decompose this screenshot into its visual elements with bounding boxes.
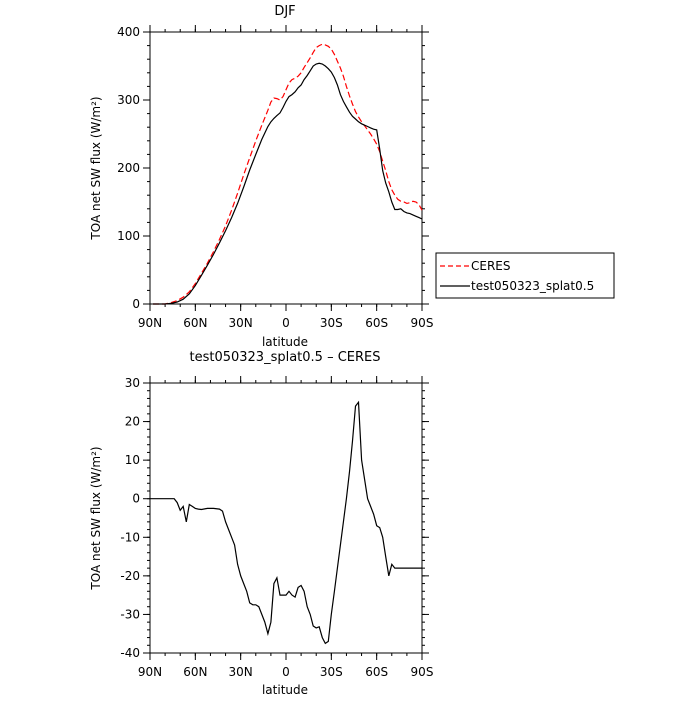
bottom-chart-title: test050323_splat0.5 – CERES	[189, 350, 380, 365]
top-y-tick-label: 100	[117, 229, 140, 243]
top-series-line-1	[153, 43, 423, 305]
bottom-y-tick-label: -40	[120, 646, 140, 660]
top-plot-frame	[149, 31, 423, 305]
top-series-group	[153, 43, 423, 305]
top-x-tick-label: 60S	[365, 316, 388, 330]
top-y-tick-label: 200	[117, 161, 140, 175]
bottom-y-tick-label: -20	[120, 569, 140, 583]
top-chart-title: DJF	[274, 4, 295, 19]
bottom-y-tick-label: -30	[120, 607, 140, 621]
top-y-tick-label: 300	[117, 93, 140, 107]
bottom-series-line-1	[150, 400, 422, 645]
bottom-x-tick-label: 90S	[411, 665, 434, 679]
legend-label-ceres: CERES	[471, 259, 511, 273]
bottom-x-tick-label: 0	[282, 665, 290, 679]
top-y-axis-label: TOA net SW flux (W/m²)	[89, 96, 103, 240]
top-panel: DJF 90N 60N 30N 0 30S 60S 90S 0 100 200 300 400 lat…	[89, 4, 433, 349]
bottom-x-tick-label: 30N	[229, 665, 253, 679]
top-tick-group: 90N 60N 30N 0 30S 60S 90S 0 100 200 300 400	[117, 25, 433, 330]
bottom-x-tick-label: 60S	[365, 665, 388, 679]
bottom-x-axis-label: latitude	[262, 683, 308, 697]
top-y-tick-label: 400	[117, 25, 140, 39]
top-series-line-2	[153, 62, 423, 305]
legend: CERES test050323_splat0.5	[435, 252, 615, 299]
bottom-tick-group: 90N 60N 30N 0 30S 60S 90S -40 -30 -20 -10 0 10 20 30	[120, 376, 433, 679]
bottom-x-tick-label: 30S	[320, 665, 343, 679]
bottom-x-tick-label: 60N	[183, 665, 207, 679]
bottom-y-tick-label: 30	[125, 376, 140, 390]
top-x-tick-label: 30N	[229, 316, 253, 330]
top-x-axis-label: latitude	[262, 335, 308, 349]
top-y-tick-label: 0	[132, 297, 140, 311]
bottom-series-group	[150, 400, 422, 645]
top-x-tick-label: 60N	[183, 316, 207, 330]
legend-label-test: test050323_splat0.5	[471, 279, 594, 293]
bottom-plot-frame	[149, 382, 423, 654]
top-x-tick-label: 0	[282, 316, 290, 330]
top-x-tick-label: 90N	[138, 316, 162, 330]
bottom-y-tick-label: -10	[120, 530, 140, 544]
bottom-panel: test050323_splat0.5 – CERES 90N 60N 30N 0 30…	[89, 350, 433, 697]
bottom-y-axis-label: TOA net SW flux (W/m²)	[89, 446, 103, 590]
top-x-tick-label: 90S	[411, 316, 434, 330]
bottom-x-tick-label: 90N	[138, 665, 162, 679]
legend-box	[435, 252, 615, 299]
bottom-y-tick-label: 20	[125, 415, 140, 429]
bottom-y-tick-label: 0	[132, 492, 140, 506]
top-x-tick-label: 30S	[320, 316, 343, 330]
bottom-y-tick-label: 10	[125, 453, 140, 467]
